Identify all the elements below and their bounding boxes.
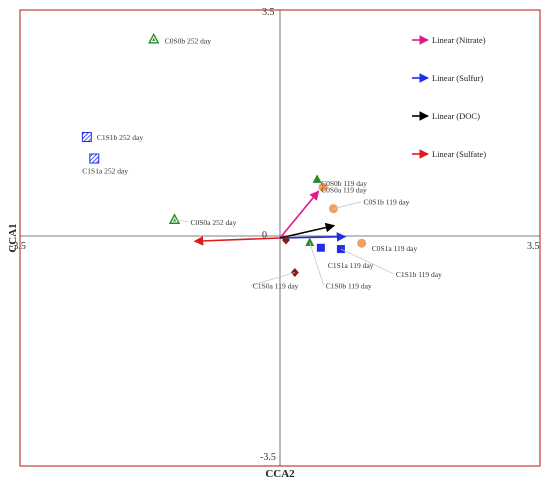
point-c0s0a-252-day: C0S0a 252 day: [168, 213, 237, 227]
tick-bottom: -3.5: [260, 452, 276, 463]
point-c1s0a-119-day: C1S0a 119 day: [250, 268, 299, 291]
point-label: C0S1a 119 day: [372, 244, 418, 253]
label-leader-line: [174, 219, 189, 223]
x-axis-title: CCA2: [265, 468, 295, 480]
point-marker: [357, 238, 367, 248]
legend-label: Linear (DOC): [432, 111, 480, 121]
point-label: C1S1a 119 day: [328, 261, 374, 270]
point-label: C1S1a 252 day: [82, 167, 128, 176]
point-marker: [316, 243, 325, 252]
point-label: C0S1b 119 day: [363, 198, 409, 207]
legend-item-linear-sulfur: Linear (Sulfur): [412, 73, 483, 83]
point-marker: [89, 153, 100, 164]
vector-linear-doc: [279, 222, 336, 239]
point-c1s1b-119-day: C1S1b 119 day: [336, 245, 442, 279]
tick-right: 3.5: [527, 241, 540, 252]
point-label: C0S0b 252 day: [165, 36, 212, 45]
vectors-layer: [193, 190, 347, 246]
points-layer: C0S0b 252 day C1S1b 252 day C1S1a 252 day C…: [81, 32, 442, 291]
vector-linear-sulfate: [193, 236, 281, 246]
point-label: C1S1b 252 day: [97, 133, 144, 142]
point-c0s0a-119-day: C0S0a 119 day: [312, 174, 367, 194]
point-marker: [318, 182, 328, 192]
tick-origin: 0: [262, 230, 267, 241]
point-marker: [312, 174, 322, 183]
legend-label: Linear (Sulfate): [432, 149, 486, 159]
point-label: C1S0a 119 day: [253, 282, 299, 291]
point-c0s0b-252-day: C0S0b 252 day: [148, 32, 212, 45]
point-c1s0b-119-day: C1S0b 119 day: [305, 237, 372, 291]
legend-item-linear-doc: Linear (DOC): [412, 111, 480, 121]
point-label: C0S0a 252 day: [191, 218, 237, 227]
point-label: C0S0b 119 day: [321, 179, 367, 188]
tick-top: 3.5: [262, 7, 275, 18]
vector-linear-sulfur: [279, 232, 347, 242]
legend-label: Linear (Sulfur): [432, 73, 483, 83]
legend: Linear (Nitrate) Linear (Sulfur) Linear (D…: [412, 35, 486, 159]
tick-left: -3.5: [10, 241, 26, 252]
point-label: C1S0b 119 day: [326, 282, 372, 291]
point-label: C1S1b 119 day: [396, 270, 442, 279]
point-c0s1b-119-day: C0S1b 119 day: [328, 198, 410, 214]
point-c1s1a-252-day: C1S1a 252 day: [82, 153, 128, 176]
legend-item-linear-nitrate: Linear (Nitrate): [412, 35, 486, 45]
point-c0s0b-119-day: C0S0b 119 day: [318, 179, 367, 192]
point-c1s1b-252-day: C1S1b 252 day: [81, 132, 144, 143]
label-leader-line: [309, 242, 325, 286]
point-unlabeled-12: [281, 235, 290, 245]
y-axis-title: CCA1: [7, 223, 19, 252]
legend-item-linear-sulfate: Linear (Sulfate): [412, 149, 486, 159]
label-leader-line: [340, 248, 395, 275]
label-leader-line: [333, 201, 362, 210]
point-c0s1a-119-day: C0S1a 119 day: [357, 238, 418, 253]
point-marker: [81, 132, 92, 143]
point-label: C0S0a 119 day: [321, 185, 367, 194]
legend-label: Linear (Nitrate): [432, 35, 486, 45]
point-c1s1a-119-day: C1S1a 119 day: [316, 243, 374, 270]
vector-linear-nitrate: [279, 190, 320, 239]
point-marker: [281, 235, 290, 245]
point-marker: [305, 237, 315, 247]
label-leader-line: [250, 272, 295, 286]
